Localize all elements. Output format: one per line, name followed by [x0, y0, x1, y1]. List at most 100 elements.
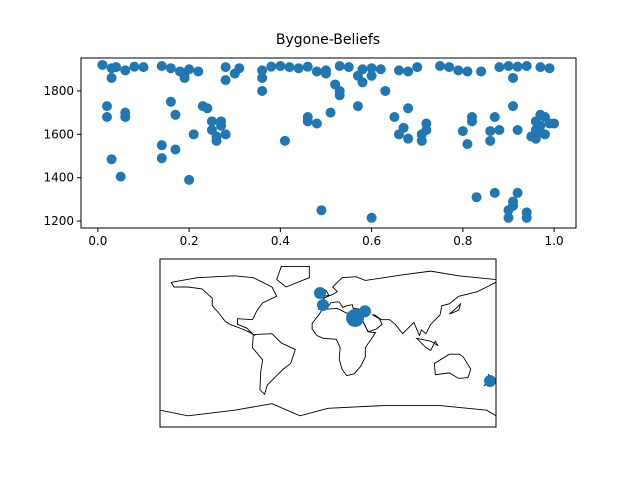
point	[120, 107, 131, 118]
point	[120, 65, 131, 76]
point	[311, 118, 322, 129]
point	[138, 62, 149, 73]
point	[435, 61, 446, 72]
point	[102, 111, 113, 122]
point	[403, 133, 414, 144]
point	[412, 62, 423, 73]
point	[352, 101, 363, 112]
point	[184, 64, 195, 75]
map-point	[358, 305, 371, 318]
point	[229, 68, 240, 79]
point	[503, 61, 514, 72]
point	[389, 111, 400, 122]
point	[106, 154, 117, 165]
point	[462, 66, 473, 77]
point	[535, 62, 546, 73]
point	[106, 72, 117, 83]
point	[503, 212, 514, 223]
point	[257, 85, 268, 96]
point	[115, 171, 126, 182]
point	[257, 72, 268, 83]
point	[170, 109, 181, 120]
point	[97, 59, 108, 70]
point	[544, 63, 555, 74]
point	[165, 96, 176, 107]
point	[535, 127, 546, 138]
point	[508, 196, 519, 207]
point	[156, 140, 167, 151]
y-tick-label: 1400	[43, 171, 74, 185]
point	[485, 135, 496, 146]
point	[521, 61, 532, 72]
point	[184, 174, 195, 185]
map-point	[316, 299, 329, 312]
x-tick-label: 0.6	[362, 234, 381, 248]
point	[316, 205, 327, 216]
point	[508, 101, 519, 112]
x-tick-label: 0.2	[180, 234, 199, 248]
point	[494, 124, 505, 135]
point	[375, 64, 386, 75]
point	[508, 72, 519, 83]
x-tick-label: 0.8	[453, 234, 472, 248]
x-tick-label: 0.4	[271, 234, 290, 248]
point	[293, 63, 304, 74]
coastline	[277, 266, 310, 287]
point	[275, 61, 286, 72]
map-frame	[159, 258, 497, 428]
point	[179, 72, 190, 83]
coastline	[252, 334, 295, 395]
point	[366, 63, 377, 74]
point	[302, 61, 313, 72]
coastline	[417, 304, 461, 351]
point	[216, 116, 227, 127]
axes-frame	[80, 57, 577, 229]
point	[202, 103, 213, 114]
coastline	[312, 308, 375, 375]
point	[366, 70, 377, 81]
point	[366, 212, 377, 223]
point	[453, 65, 464, 76]
point	[489, 187, 500, 198]
point	[444, 62, 455, 73]
point	[220, 62, 231, 73]
point	[111, 62, 122, 73]
point	[476, 66, 487, 77]
point	[466, 116, 477, 127]
point	[357, 77, 368, 88]
point	[512, 124, 523, 135]
point	[485, 126, 496, 137]
y-tick-label: 1800	[43, 84, 74, 98]
point	[279, 135, 290, 146]
point	[549, 118, 560, 129]
point	[311, 66, 322, 77]
point	[193, 66, 204, 77]
map-point	[484, 374, 497, 387]
point	[403, 103, 414, 114]
y-tick-label: 1200	[43, 214, 74, 228]
point	[494, 62, 505, 73]
point	[334, 85, 345, 96]
point	[302, 116, 313, 127]
point	[512, 61, 523, 72]
point	[284, 62, 295, 73]
point	[471, 192, 482, 203]
x-tick-label: 0.0	[88, 234, 107, 248]
coastline	[319, 271, 496, 335]
x-tick-label: 1.0	[545, 234, 564, 248]
point	[325, 107, 336, 118]
point	[257, 65, 268, 76]
point	[220, 129, 231, 140]
point	[343, 62, 354, 73]
coastline	[160, 404, 496, 416]
point	[129, 61, 140, 72]
point	[462, 139, 473, 150]
point	[512, 187, 523, 198]
point	[334, 61, 345, 72]
point	[102, 101, 113, 112]
point	[403, 66, 414, 77]
point	[170, 144, 181, 155]
point	[156, 61, 167, 72]
